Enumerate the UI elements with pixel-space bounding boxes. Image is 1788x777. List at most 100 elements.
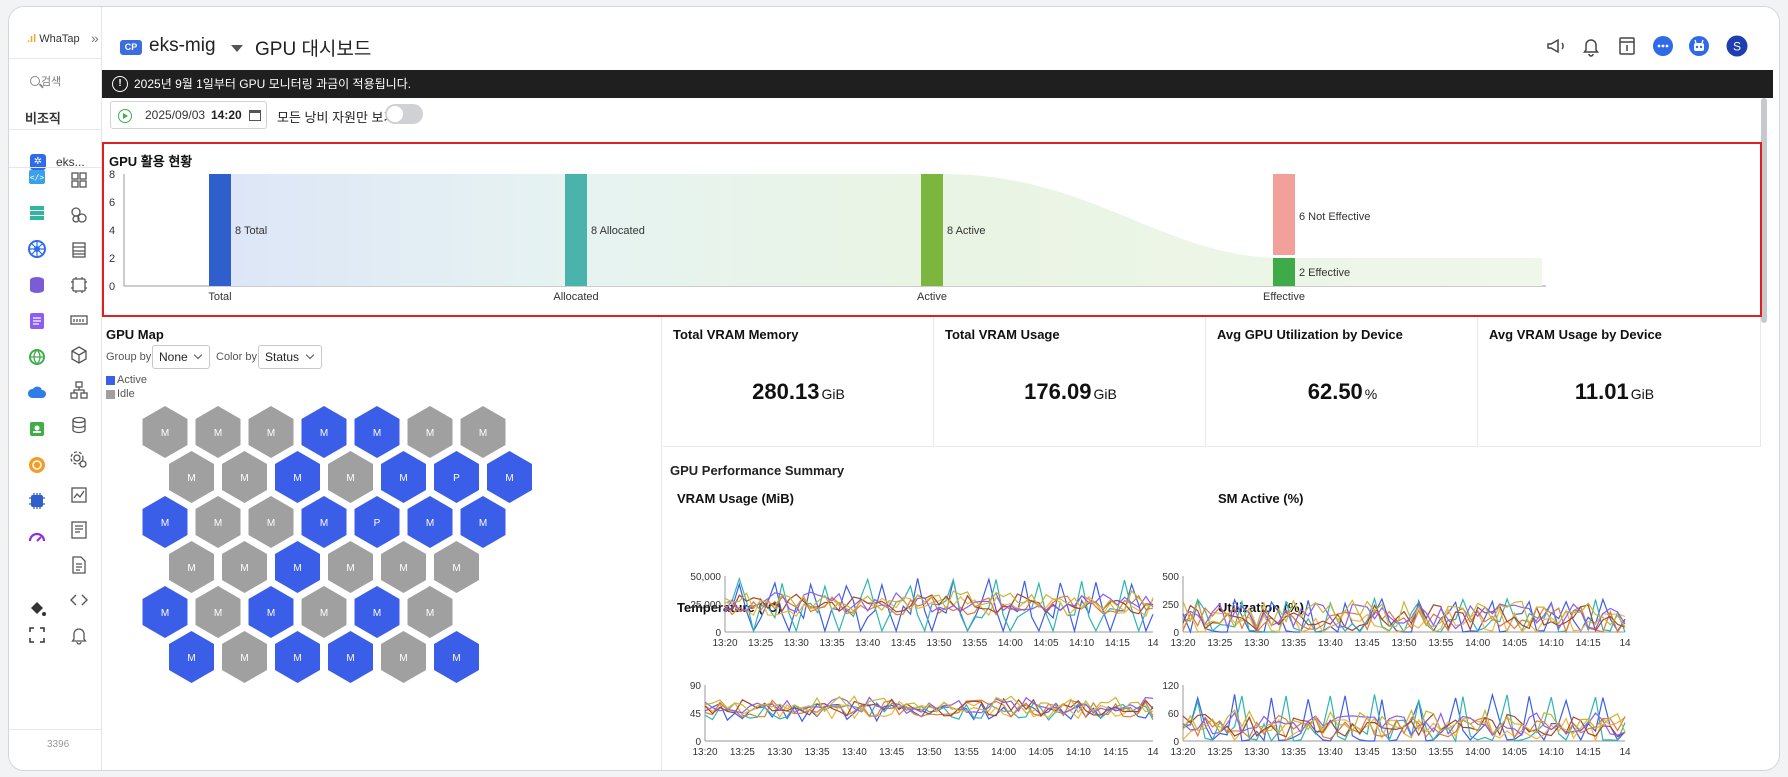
gpu-hex-cell[interactable] — [381, 631, 426, 683]
series-line[interactable] — [1182, 600, 1626, 631]
gpu-hex-cell[interactable] — [301, 406, 347, 458]
gpu-hex-cell[interactable] — [328, 451, 373, 503]
gpu-hex-cell[interactable] — [248, 496, 294, 548]
news-icon[interactable] — [1616, 35, 1638, 57]
memory-icon[interactable] — [69, 310, 89, 330]
series-line[interactable] — [1182, 606, 1626, 634]
gpu-hex-cell[interactable] — [354, 406, 400, 458]
gpu-hex-cell[interactable] — [407, 496, 453, 548]
gpu-hex-cell[interactable] — [354, 496, 400, 548]
paint-bucket-icon[interactable] — [27, 599, 47, 619]
gpu-hex-cell[interactable] — [381, 451, 426, 503]
browser-icon[interactable] — [27, 419, 47, 439]
metrics-chart-icon[interactable] — [69, 485, 89, 505]
calendar-icon[interactable] — [249, 110, 261, 121]
settings-gear-icon[interactable] — [69, 450, 89, 470]
dashboard-grid-icon[interactable] — [69, 170, 89, 190]
gpu-hex-cell[interactable] — [275, 631, 320, 683]
cloud-icon[interactable] — [27, 383, 47, 403]
series-line[interactable] — [724, 591, 1154, 613]
series-line[interactable] — [1182, 694, 1626, 743]
chevron-down-icon[interactable] — [231, 45, 243, 52]
group-by-select[interactable]: None — [152, 345, 210, 369]
time-picker[interactable]: 2025/09/03 14:20 — [110, 101, 267, 129]
series-line[interactable] — [704, 700, 1154, 720]
bar-total[interactable] — [209, 174, 231, 286]
code-icon[interactable]: </> — [27, 167, 47, 187]
gpu-hex-cell[interactable] — [301, 496, 347, 548]
gpu-hex-cell[interactable] — [248, 586, 294, 638]
gpu-hex-cell[interactable] — [169, 541, 214, 593]
gpu-hex-cell[interactable] — [169, 631, 214, 683]
gpu-hex-cell[interactable] — [328, 541, 373, 593]
series-line[interactable] — [1182, 711, 1626, 737]
cpu-icon[interactable] — [69, 275, 89, 295]
gpu-hex-cell[interactable] — [169, 451, 214, 503]
gpu-hex-cell[interactable] — [222, 451, 267, 503]
gpu-hex-cell[interactable] — [195, 406, 241, 458]
database-icon[interactable] — [27, 275, 47, 295]
bar-not-effective[interactable] — [1273, 174, 1295, 255]
vertical-scrollbar[interactable] — [1761, 98, 1767, 323]
series-line[interactable] — [704, 701, 1154, 721]
gpu-chip-icon[interactable] — [27, 491, 47, 511]
user-avatar[interactable]: S — [1726, 35, 1748, 57]
series-line[interactable] — [724, 595, 1154, 618]
bar-active[interactable] — [921, 174, 943, 286]
gpu-hex-cell[interactable] — [275, 541, 320, 593]
gpu-hex-cell[interactable] — [195, 586, 241, 638]
gpu-hex-cell[interactable] — [142, 406, 188, 458]
gpu-hex-cell[interactable] — [248, 406, 294, 458]
series-line[interactable] — [1182, 708, 1626, 735]
gpu-hex-cell[interactable] — [301, 586, 347, 638]
kubernetes-icon[interactable] — [27, 239, 47, 259]
cluster-icon[interactable] — [69, 205, 89, 225]
series-line[interactable] — [704, 695, 1154, 714]
log-viewer-icon[interactable] — [69, 520, 89, 540]
sidebar-search[interactable]: 검색 — [19, 70, 95, 94]
project-name-dropdown[interactable]: eks-mig — [149, 35, 216, 56]
gpu-hex-cell[interactable] — [328, 631, 373, 683]
report-icon[interactable] — [69, 555, 89, 575]
chat-icon[interactable] — [1652, 35, 1674, 57]
bar-effective[interactable] — [1273, 258, 1295, 286]
network-icon[interactable] — [27, 347, 47, 367]
gpu-hex-cell[interactable] — [142, 496, 188, 548]
gpu-hex-cell[interactable] — [195, 496, 241, 548]
alert-bell-icon[interactable] — [69, 625, 89, 645]
notification-bell-icon[interactable] — [1580, 35, 1602, 57]
bar-allocated[interactable] — [565, 174, 587, 286]
gpu-hex-cell[interactable] — [460, 496, 506, 548]
play-icon[interactable] — [118, 109, 132, 123]
ai-bot-icon[interactable] — [1688, 35, 1710, 57]
sidebar-project[interactable]: ✲ eks... — [26, 150, 98, 172]
url-monitor-icon[interactable] — [27, 455, 47, 475]
series-line[interactable] — [1182, 599, 1626, 629]
gpu-hex-cell[interactable] — [434, 451, 479, 503]
gpu-hex-cell[interactable] — [460, 406, 506, 458]
gpu-hex-cell[interactable] — [434, 541, 479, 593]
whatap-logo[interactable]: .ıl WhaTap — [27, 33, 80, 45]
color-by-select[interactable]: Status — [258, 345, 322, 369]
gpu-hex-cell[interactable] — [381, 541, 426, 593]
topology-icon[interactable] — [69, 380, 89, 400]
series-line[interactable] — [724, 589, 1154, 612]
list-icon[interactable] — [69, 240, 89, 260]
waste-only-toggle[interactable] — [385, 104, 423, 124]
gauge-icon[interactable] — [27, 527, 47, 547]
log-icon[interactable] — [27, 311, 47, 331]
collapse-sidebar-icon[interactable]: » — [91, 30, 99, 46]
announcement-megaphone-icon[interactable] — [1545, 35, 1567, 57]
gpu-hex-cell[interactable] — [407, 406, 453, 458]
gpu-hex-cell[interactable] — [407, 586, 453, 638]
gpu-hex-cell[interactable] — [275, 451, 320, 503]
gpu-hex-cell[interactable] — [487, 451, 532, 503]
gpu-hex-cell[interactable] — [354, 586, 400, 638]
code-brackets-icon[interactable] — [69, 590, 89, 610]
fullscreen-icon[interactable] — [27, 625, 47, 645]
gpu-hex-cell[interactable] — [142, 586, 188, 638]
storage-icon[interactable] — [69, 415, 89, 435]
series-line[interactable] — [704, 696, 1154, 715]
gpu-hex-cell[interactable] — [434, 631, 479, 683]
gpu-hex-cell[interactable] — [222, 541, 267, 593]
